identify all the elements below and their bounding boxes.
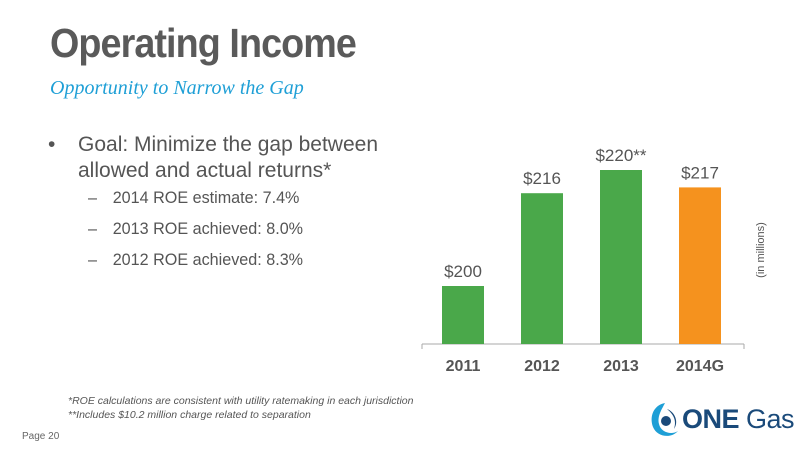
- bullet-text: Goal: Minimize the gap between allowed a…: [78, 133, 378, 182]
- data-label-2013: $220**: [595, 146, 646, 165]
- bar-2014G: [679, 187, 721, 344]
- sub-bullet-text: 2012 ROE achieved: 8.3%: [112, 250, 304, 269]
- data-label-2011: $200: [444, 262, 482, 281]
- tick-label-2013: 2013: [603, 358, 639, 375]
- unit-label: (in millions): [755, 222, 767, 278]
- footnote-roe: *ROE calculations are consistent with ut…: [68, 395, 414, 407]
- logo-word-one: ONE: [682, 404, 740, 434]
- tick-label-2011: 2011: [446, 358, 481, 375]
- tick-label-2012: 2012: [524, 358, 560, 375]
- bar-2012: [521, 193, 563, 344]
- flame-swirl-icon: [651, 403, 678, 436]
- data-label-2014G: $217: [681, 163, 719, 182]
- sub-bullet-dash: –: [88, 188, 97, 207]
- footnote-separation: **Includes $10.2 million charge related …: [68, 409, 311, 421]
- page-title: Operating Income: [50, 20, 357, 66]
- logo-word-gas: Gas: [746, 404, 795, 434]
- logo-wordmark: ONE Gas: [682, 404, 795, 435]
- one-gas-logo: ONE Gas: [648, 398, 795, 446]
- sub-bullet-text: 2013 ROE achieved: 8.0%: [112, 219, 304, 238]
- page-number: Page 20: [22, 431, 60, 442]
- sub-bullet-text: 2014 ROE estimate: 7.4%: [112, 188, 300, 207]
- sub-bullet-dash: –: [88, 219, 97, 238]
- bullet-dot: •: [48, 133, 56, 156]
- bar-2011: [442, 286, 484, 344]
- footnotes: *ROE calculations are consistent with ut…: [68, 394, 414, 422]
- sub-bullet-dash: –: [88, 250, 97, 269]
- main-bullet: • Goal: Minimize the gap between allowed…: [48, 132, 428, 184]
- bar-2013: [600, 170, 642, 344]
- data-label-2012: $216: [523, 169, 561, 188]
- tick-label-2014G: 2014G: [676, 358, 724, 375]
- page-subtitle: Opportunity to Narrow the Gap: [50, 77, 304, 99]
